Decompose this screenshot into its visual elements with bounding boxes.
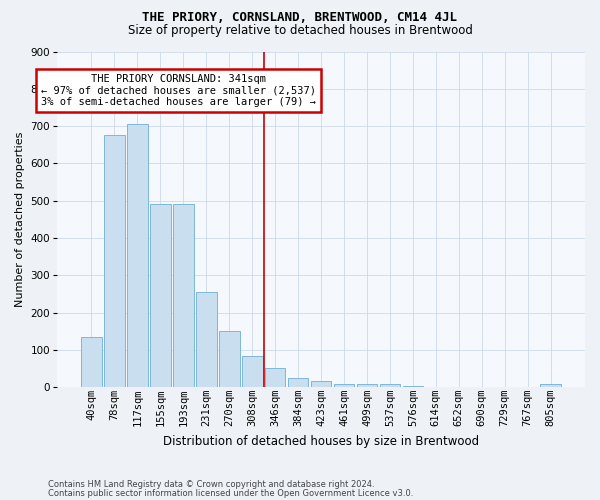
Bar: [403, 386, 423, 388]
Text: THE PRIORY CORNSLAND: 341sqm
← 97% of detached houses are smaller (2,537)
3% of : THE PRIORY CORNSLAND: 341sqm ← 97% of de…: [41, 74, 316, 107]
Bar: [334, 384, 355, 388]
Text: Size of property relative to detached houses in Brentwood: Size of property relative to detached ho…: [128, 24, 472, 37]
Bar: [242, 356, 263, 388]
Bar: [196, 292, 217, 388]
Bar: [356, 384, 377, 388]
Bar: [150, 204, 170, 388]
Bar: [265, 368, 286, 388]
Bar: [104, 136, 125, 388]
Bar: [127, 124, 148, 388]
Text: Contains HM Land Registry data © Crown copyright and database right 2024.: Contains HM Land Registry data © Crown c…: [48, 480, 374, 489]
Bar: [173, 204, 194, 388]
X-axis label: Distribution of detached houses by size in Brentwood: Distribution of detached houses by size …: [163, 434, 479, 448]
Text: Contains public sector information licensed under the Open Government Licence v3: Contains public sector information licen…: [48, 489, 413, 498]
Bar: [425, 386, 446, 388]
Bar: [219, 330, 239, 388]
Bar: [81, 337, 102, 388]
Bar: [288, 378, 308, 388]
Bar: [311, 380, 331, 388]
Y-axis label: Number of detached properties: Number of detached properties: [15, 132, 25, 307]
Text: THE PRIORY, CORNSLAND, BRENTWOOD, CM14 4JL: THE PRIORY, CORNSLAND, BRENTWOOD, CM14 4…: [143, 11, 458, 24]
Bar: [380, 384, 400, 388]
Bar: [541, 384, 561, 388]
